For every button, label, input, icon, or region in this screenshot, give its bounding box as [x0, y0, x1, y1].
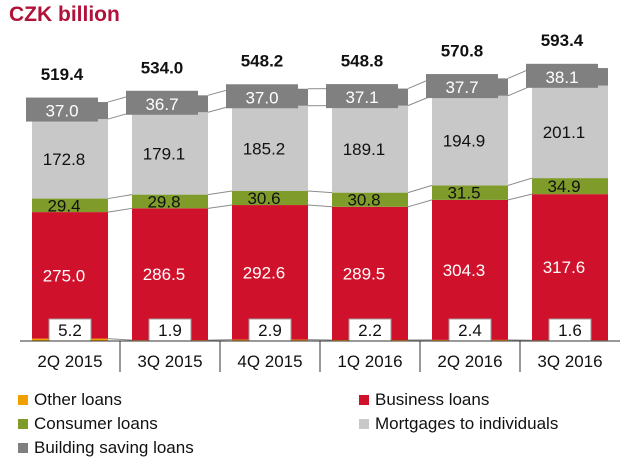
bar-segment-consumer-loans-1q-2016: [332, 192, 408, 207]
data-label-other-loans: 5.2: [58, 321, 82, 340]
total-label: 570.8: [441, 41, 484, 60]
legend-item-other-loans: Other loans: [18, 390, 122, 410]
bar-segment-business-loans-3q-2016: [532, 194, 608, 341]
data-label-other-loans: 1.6: [558, 321, 582, 340]
bar-segment-business-loans-3q-2015: [132, 208, 208, 341]
x-tick-label: 4Q 2015: [237, 352, 302, 371]
bar-segment-mortgages-to-individuals-3q-2015: [132, 112, 208, 195]
bar-segment-consumer-loans-2q-2016: [432, 185, 508, 200]
x-tick-label: 3Q 2015: [137, 352, 202, 371]
bar-segment-business-loans-2q-2016: [432, 199, 508, 340]
legend-item-mortgages: Mortgages to individuals: [359, 414, 558, 434]
bar-segment-mortgages-to-individuals-2q-2015: [32, 119, 108, 199]
legend-label-business-loans: Business loans: [375, 390, 490, 409]
connector-line: [507, 177, 533, 186]
legend-label-mortgages: Mortgages to individuals: [375, 414, 559, 433]
data-label-consumer-loans: 30.6: [247, 189, 280, 208]
connector-line: [107, 338, 133, 341]
legend-swatch-consumer-loans: [18, 419, 28, 429]
bar-segment-mortgages-to-individuals-1q-2016: [332, 105, 408, 193]
x-tick-label: 2Q 2015: [37, 352, 102, 371]
building-saving-label-box: [26, 97, 98, 122]
legend-label-consumer-loans: Consumer loans: [34, 414, 158, 433]
legend-item-building-saving-loans: Building saving loans: [18, 438, 194, 458]
data-label-consumer-loans: 29.4: [47, 196, 80, 215]
total-label: 548.8: [341, 52, 384, 71]
data-label-building-saving-loans: 37.1: [345, 88, 378, 107]
data-label-building-saving-loans: 36.7: [145, 95, 178, 114]
total-label: 548.2: [241, 52, 284, 71]
total-label: 593.4: [541, 31, 584, 50]
legend-label-building-saving-loans: Building saving loans: [34, 438, 194, 457]
connector-line: [207, 204, 233, 209]
connector-line: [307, 190, 333, 194]
data-label-mortgages-to-individuals: 189.1: [343, 140, 386, 159]
total-label: 519.4: [41, 65, 84, 84]
data-label-mortgages-to-individuals: 194.9: [443, 132, 486, 151]
data-label-building-saving-loans: 37.0: [45, 102, 78, 121]
x-tick-label: 1Q 2016: [337, 352, 402, 371]
data-label-mortgages-to-individuals: 185.2: [243, 139, 286, 158]
data-label-other-loans: 2.9: [258, 321, 282, 340]
bar-segment-consumer-loans-3q-2015: [132, 194, 208, 209]
legend-label-other-loans: Other loans: [34, 390, 122, 409]
bar-segment-consumer-loans-4q-2015: [232, 190, 308, 206]
bar-segment-consumer-loans-2q-2015: [32, 198, 108, 213]
data-label-consumer-loans: 34.9: [547, 177, 580, 196]
connector-line: [107, 194, 133, 200]
connector-line: [307, 204, 333, 208]
building-saving-label-box: [226, 84, 298, 109]
x-tick-label: 2Q 2016: [437, 352, 502, 371]
bar-segment-business-loans-1q-2016: [332, 206, 408, 340]
building-saving-label-box: [426, 74, 498, 99]
data-label-business-loans: 317.6: [543, 258, 586, 277]
chart-unit-title: CZK billion: [9, 3, 120, 26]
legend-swatch-business-loans: [359, 395, 369, 405]
bar-segment-consumer-loans-3q-2016: [532, 178, 608, 195]
data-label-other-loans: 2.4: [458, 321, 482, 340]
connector-line: [407, 199, 433, 208]
data-label-consumer-loans: 29.8: [147, 192, 180, 211]
building-saving-label-box: [126, 90, 198, 115]
total-label: 534.0: [141, 58, 184, 77]
building-saving-label-box: [526, 63, 598, 88]
data-label-consumer-loans: 31.5: [447, 184, 480, 203]
bar-segment-business-loans-4q-2015: [232, 205, 308, 340]
building-saving-label-box: [326, 84, 398, 109]
legend-swatch-building-saving-loans: [18, 443, 28, 453]
data-label-building-saving-loans: 37.7: [445, 78, 478, 97]
connector-line: [407, 184, 433, 194]
data-label-business-loans: 286.5: [143, 265, 186, 284]
legend-item-business-loans: Business loans: [359, 390, 489, 410]
connector-line: [207, 190, 233, 196]
data-label-mortgages-to-individuals: 201.1: [543, 123, 586, 142]
data-label-building-saving-loans: 38.1: [545, 68, 578, 87]
legend-swatch-mortgages: [359, 419, 369, 429]
connector-line: [507, 193, 533, 201]
chart-legend: Other loans Business loans Consumer loan…: [0, 384, 640, 465]
bar-segment-business-loans-2q-2015: [32, 212, 108, 339]
data-label-mortgages-to-individuals: 172.8: [43, 150, 86, 169]
data-label-building-saving-loans: 37.0: [245, 88, 278, 107]
data-label-business-loans: 275.0: [43, 266, 86, 285]
data-label-other-loans: 2.2: [358, 321, 382, 340]
data-label-business-loans: 304.3: [443, 261, 486, 280]
connector-line: [107, 207, 133, 213]
bar-segment-mortgages-to-individuals-4q-2015: [232, 105, 308, 191]
legend-swatch-other-loans: [18, 395, 28, 405]
data-label-consumer-loans: 30.8: [347, 191, 380, 210]
bar-segment-mortgages-to-individuals-2q-2016: [432, 95, 508, 186]
data-label-business-loans: 292.6: [243, 263, 286, 282]
x-tick-label: 3Q 2016: [537, 352, 602, 371]
bar-segment-mortgages-to-individuals-3q-2016: [532, 85, 608, 179]
legend-item-consumer-loans: Consumer loans: [18, 414, 158, 434]
data-label-business-loans: 289.5: [343, 264, 386, 283]
data-label-mortgages-to-individuals: 179.1: [143, 144, 186, 163]
data-label-other-loans: 1.9: [158, 321, 182, 340]
